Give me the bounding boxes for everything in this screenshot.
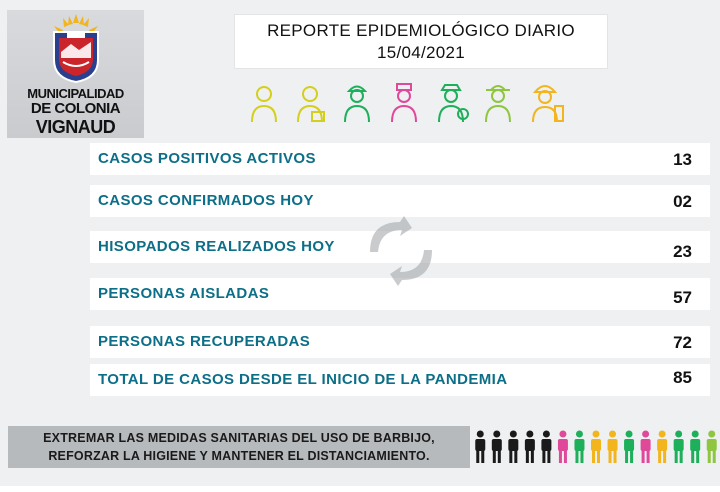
- people-distancing-icons: [475, 430, 717, 463]
- person-icon: [508, 430, 519, 463]
- person-icon: [475, 430, 486, 463]
- stat-value: 02: [673, 192, 692, 211]
- person-icon: [574, 430, 585, 463]
- person-icon: [657, 430, 668, 463]
- stat-row-confirmed-today: CASOS CONFIRMADOS HOY 02: [90, 185, 710, 217]
- police-officer-icon: [438, 84, 469, 123]
- person-icon: [541, 430, 552, 463]
- person-icon: [624, 430, 635, 463]
- worker-person-icon: [251, 86, 277, 123]
- stat-label: PERSONAS RECUPERADAS: [98, 333, 311, 350]
- coat-of-arms-icon: [53, 14, 99, 84]
- stat-value: 72: [673, 333, 692, 352]
- stat-label: CASOS POSITIVOS ACTIVOS: [98, 150, 316, 167]
- person-icon: [524, 430, 535, 463]
- person-icon: [557, 430, 568, 463]
- construction-worker-icon: [344, 85, 370, 123]
- person-icon: [690, 430, 701, 463]
- person-icon: [591, 430, 601, 463]
- health-message-line2: REFORZAR LA HIGIENE Y MANTENER EL DISTAN…: [48, 449, 430, 463]
- stat-label: TOTAL DE CASOS DESDE EL INICIO DE LA PAN…: [98, 371, 508, 388]
- nurse-icon: [391, 83, 417, 123]
- doctor-icon: [297, 86, 325, 123]
- person-icon: [706, 430, 717, 463]
- logo-text-line2: DE COLONIA: [30, 100, 121, 117]
- stat-value: 23: [673, 242, 692, 261]
- person-icon: [491, 430, 502, 463]
- health-message-banner: EXTREMAR LAS MEDIDAS SANITARIAS DEL USO …: [8, 426, 470, 468]
- stat-label: PERSONAS AISLADAS: [98, 285, 270, 302]
- firefighter-icon: [532, 85, 564, 123]
- stat-row-total-cases: TOTAL DE CASOS DESDE EL INICIO DE LA PAN…: [90, 364, 710, 396]
- farmer-icon: [485, 85, 511, 123]
- report-date: 15/04/2021: [376, 43, 466, 62]
- person-icon: [640, 430, 651, 463]
- health-message-line1: EXTREMAR LAS MEDIDAS SANITARIAS DEL USO …: [43, 431, 435, 445]
- report-title: REPORTE EPIDEMIOLÓGICO DIARIO: [267, 21, 575, 40]
- stat-value: 57: [673, 288, 692, 307]
- essential-workers-icons: [251, 83, 564, 123]
- bottom-strip: [0, 486, 720, 492]
- stat-row-isolated: PERSONAS AISLADAS 57: [90, 278, 710, 310]
- stat-value: 13: [673, 150, 692, 169]
- stat-value: 85: [673, 368, 692, 387]
- stat-label: HISOPADOS REALIZADOS HOY: [98, 238, 335, 255]
- stat-row-active-cases: CASOS POSITIVOS ACTIVOS 13: [90, 143, 710, 175]
- watermark-icon: [370, 216, 432, 286]
- stat-row-recovered: PERSONAS RECUPERADAS 72: [90, 326, 710, 358]
- logo-text-line1: MUNICIPALIDAD: [27, 86, 124, 101]
- stat-row-swabs-today: HISOPADOS REALIZADOS HOY 23: [90, 231, 710, 263]
- municipality-logo: MUNICIPALIDAD DE COLONIA VIGNAUD: [7, 10, 144, 138]
- logo-text-line3: VIGNAUD: [35, 117, 116, 137]
- stat-label: CASOS CONFIRMADOS HOY: [98, 192, 314, 209]
- person-icon: [607, 430, 618, 463]
- person-icon: [673, 430, 684, 463]
- report-header: REPORTE EPIDEMIOLÓGICO DIARIO 15/04/2021: [234, 14, 608, 69]
